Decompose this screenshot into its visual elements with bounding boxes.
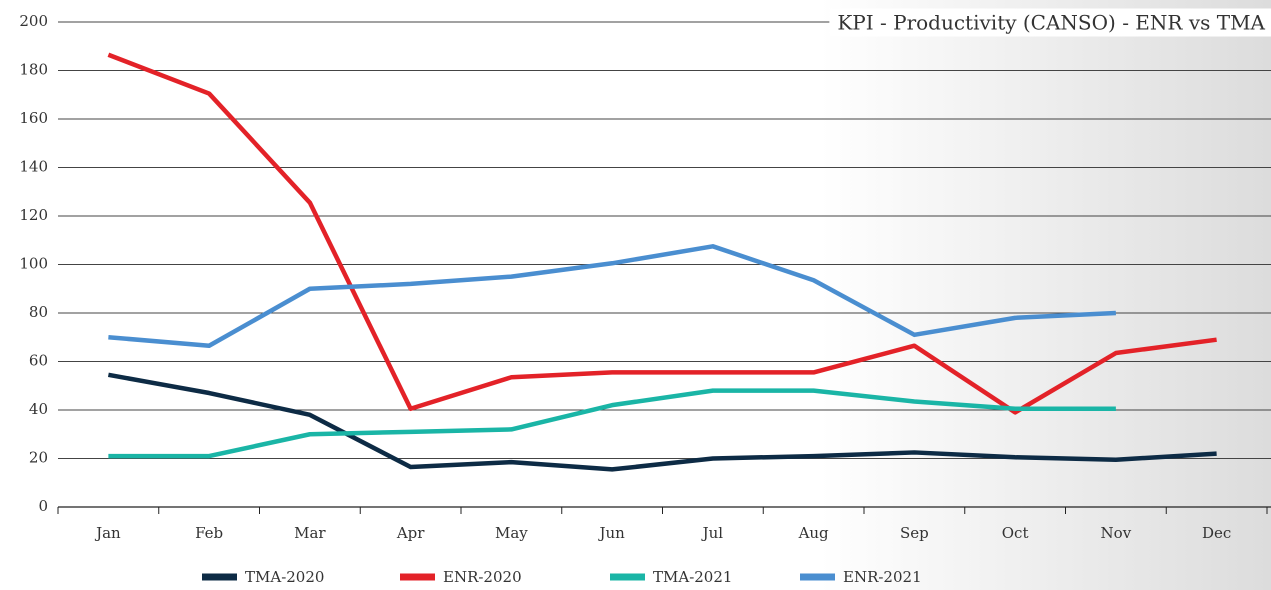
y-tick-label: 200 — [19, 12, 48, 30]
chart-title: KPI - Productivity (CANSO) - ENR vs TMA — [837, 11, 1265, 35]
x-tick-label: Oct — [1002, 524, 1029, 542]
x-tick-label: Jun — [597, 524, 625, 542]
title-background — [829, 8, 1271, 37]
background — [820, 0, 1271, 590]
x-tick-label: Jan — [94, 524, 121, 542]
y-tick-label: 180 — [19, 61, 48, 79]
series-line — [108, 388, 1116, 459]
legend-label: TMA-2021 — [653, 568, 732, 586]
legend-label: TMA-2020 — [245, 568, 324, 586]
y-tick-label: 120 — [19, 206, 48, 224]
y-tick-label: 80 — [29, 303, 48, 321]
series-line — [108, 244, 1116, 348]
y-tick-label: 160 — [19, 109, 48, 127]
x-tick-label: Apr — [396, 524, 425, 542]
x-tick-label: Mar — [294, 524, 326, 542]
y-tick-label: 140 — [19, 158, 48, 176]
x-tick-label: Aug — [798, 524, 829, 542]
legend-label: ENR-2021 — [843, 568, 922, 586]
x-tick-label: Jul — [701, 524, 724, 542]
series-line — [107, 372, 1217, 472]
x-tick-label: Feb — [195, 524, 223, 542]
y-tick-label: 60 — [29, 352, 48, 370]
y-tick-label: 0 — [38, 497, 48, 515]
legend-label: ENR-2020 — [443, 568, 522, 586]
x-tick-label: Nov — [1101, 524, 1132, 542]
x-tick-label: Dec — [1202, 524, 1231, 542]
y-tick-label: 100 — [19, 255, 48, 273]
y-tick-label: 40 — [29, 400, 48, 418]
x-tick-label: May — [495, 524, 528, 542]
x-tick-label: Sep — [900, 524, 929, 542]
y-tick-label: 20 — [29, 449, 48, 467]
series-line — [107, 52, 1217, 415]
